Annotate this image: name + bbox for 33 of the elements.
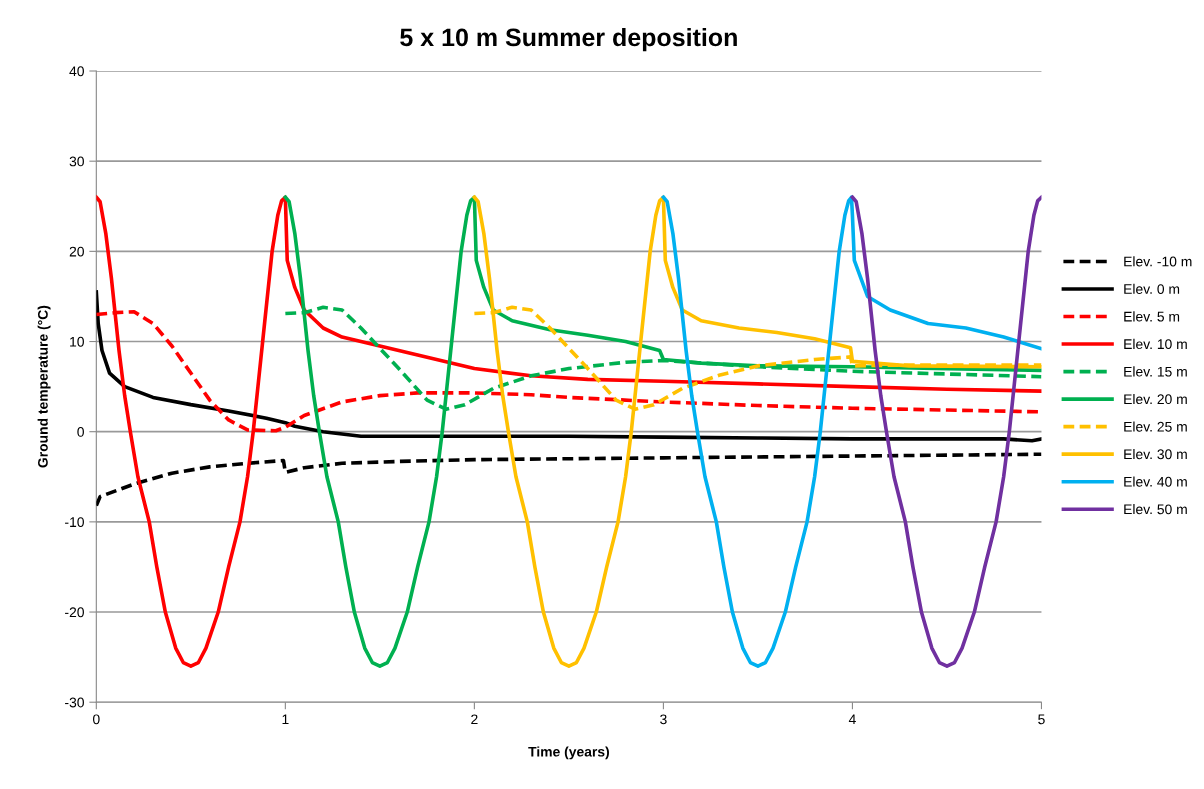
legend-label: Elev. 15 m xyxy=(1124,366,1187,377)
x-tick-label: 4 xyxy=(848,714,856,725)
y-tick-label: 0 xyxy=(77,427,84,437)
line-series xyxy=(96,195,1042,668)
legend-label: Elev. 25 m xyxy=(1124,421,1187,432)
legend-label: Elev. 20 m xyxy=(1124,393,1187,405)
line-series xyxy=(283,195,1042,668)
y-tick-label: 30 xyxy=(69,156,84,167)
legend-label: Elev. -10 m xyxy=(1124,256,1192,267)
y-tick-label: 20 xyxy=(69,246,84,257)
legend-label: Elev. 50 m xyxy=(1124,504,1187,515)
line-series xyxy=(850,195,1042,668)
x-tick-label: 1 xyxy=(282,714,289,725)
y-tick-label: -30 xyxy=(65,697,84,708)
x-tick-label: 2 xyxy=(471,714,478,725)
x-tick-label: 0 xyxy=(93,714,100,725)
legend-label: Elev. 40 m xyxy=(1124,476,1187,487)
y-axis-title: Ground temperature (°C) xyxy=(37,305,51,468)
legend-label: Elev. 5 m xyxy=(1124,311,1180,322)
legend-label: Elev. 0 m xyxy=(1124,283,1180,294)
y-tick-label: 40 xyxy=(69,66,84,77)
line-series xyxy=(96,452,1042,508)
legend-label: Elev. 10 m xyxy=(1124,338,1187,350)
y-tick-label: -20 xyxy=(65,607,84,618)
y-tick-label: 10 xyxy=(70,336,84,347)
legend-label: Elev. 30 m xyxy=(1124,448,1187,460)
x-axis-title: Time (years) xyxy=(528,746,609,760)
x-tick-label: 5 xyxy=(1038,714,1045,725)
line-series xyxy=(661,195,1042,668)
chart-title: 5 x 10 m Summer deposition xyxy=(400,27,737,52)
line-series xyxy=(96,290,1042,443)
y-tick-label: -10 xyxy=(65,517,84,528)
x-tick-label: 3 xyxy=(660,714,667,725)
